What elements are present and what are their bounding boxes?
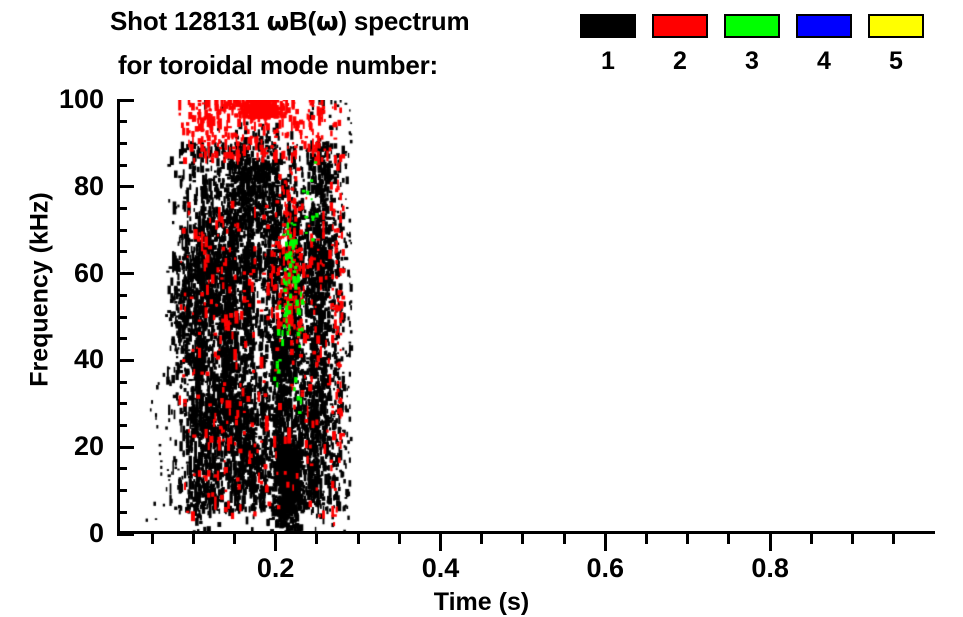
x-tick-minor xyxy=(232,534,236,544)
y-tick-minor xyxy=(117,228,127,232)
title-line1-mid: B( xyxy=(288,6,317,36)
legend-entry-5[interactable]: 5 xyxy=(868,14,926,75)
x-axis-title: Time (s) xyxy=(433,588,530,616)
y-tick-major xyxy=(117,532,134,536)
x-tick-minor xyxy=(686,534,690,544)
y-tick-minor xyxy=(117,510,127,514)
legend-swatch-4 xyxy=(796,14,852,38)
y-tick-major xyxy=(117,358,134,362)
y-tick-minor xyxy=(117,337,127,341)
y-tick-label: 20 xyxy=(73,431,104,462)
title-line1-suffix: ) spectrum xyxy=(338,6,470,36)
legend-label-3: 3 xyxy=(745,47,759,75)
y-tick-minor xyxy=(117,163,127,167)
y-tick-minor xyxy=(117,293,127,297)
page-title: Shot 128131 ωB(ω) spectrum xyxy=(110,6,470,37)
x-tick-minor xyxy=(356,534,360,544)
x-tick-minor xyxy=(480,534,484,544)
page-subtitle: for toroidal mode number: xyxy=(118,50,439,80)
legend-swatch-2 xyxy=(652,14,708,38)
y-tick-minor xyxy=(117,467,127,471)
x-tick-major xyxy=(603,534,607,551)
y-tick-minor xyxy=(117,207,127,210)
x-tick-minor xyxy=(315,534,319,544)
x-tick-minor xyxy=(150,534,154,544)
y-tick-minor xyxy=(117,141,127,145)
y-tick-label: 40 xyxy=(73,344,104,375)
y-tick-label-wrap: 60 xyxy=(0,257,104,288)
legend-label-2: 2 xyxy=(673,47,687,75)
legend-label-1: 1 xyxy=(601,47,615,75)
y-tick-label-wrap: 20 xyxy=(0,433,104,460)
spectrogram-scatter-canvas xyxy=(120,100,935,531)
x-tick-minor xyxy=(562,534,566,544)
legend-entry-3[interactable]: 3 xyxy=(724,14,782,75)
legend: 1 2 3 4 5 xyxy=(580,0,936,92)
y-tick-label: 80 xyxy=(73,170,104,201)
y-tick-minor xyxy=(117,402,127,406)
x-tick-minor xyxy=(851,534,855,544)
y-tick-label-wrap: 100 xyxy=(0,86,104,113)
plot-area xyxy=(117,100,935,534)
legend-label-5: 5 xyxy=(889,47,903,75)
y-tick-label-wrap: 40 xyxy=(0,346,104,373)
y-tick-minor xyxy=(117,120,127,124)
x-tick-minor xyxy=(809,534,813,544)
x-tick-label: 0.8 xyxy=(751,553,789,583)
y-tick-label: 60 xyxy=(73,257,104,288)
y-tick-major xyxy=(117,98,134,102)
legend-entry-1[interactable]: 1 xyxy=(580,14,638,75)
y-tick-major xyxy=(117,272,134,276)
x-tick-minor xyxy=(727,534,731,544)
x-tick-major xyxy=(274,534,278,551)
x-tick-major xyxy=(768,534,772,551)
legend-swatch-1 xyxy=(580,14,636,38)
legend-swatch-3 xyxy=(724,14,780,38)
omega-symbol-1: ω xyxy=(266,7,290,37)
y-axis-title: Frequency (kHz) xyxy=(25,192,54,387)
y-tick-label-wrap: 80 xyxy=(0,170,104,201)
legend-entry-2[interactable]: 2 xyxy=(652,14,710,75)
y-tick-minor xyxy=(117,424,127,427)
legend-entry-4[interactable]: 4 xyxy=(796,14,854,75)
y-tick-major xyxy=(117,445,134,449)
title-line1-prefix: Shot 128131 xyxy=(110,6,267,36)
legend-swatch-5 xyxy=(868,14,924,38)
y-tick-minor xyxy=(117,315,127,319)
x-tick-minor xyxy=(645,534,649,544)
x-tick-minor xyxy=(521,534,525,544)
x-tick-minor xyxy=(892,534,896,544)
y-tick-minor xyxy=(117,380,127,384)
y-tick-label: 0 xyxy=(88,518,104,548)
y-tick-label-wrap: 0 xyxy=(0,520,104,547)
legend-label-4: 4 xyxy=(817,47,831,75)
x-tick-label: 0.6 xyxy=(586,553,625,583)
x-tick-major xyxy=(438,534,442,551)
y-tick-minor xyxy=(117,489,127,493)
y-tick-major xyxy=(117,185,134,189)
omega-symbol-2: ω xyxy=(316,7,339,37)
x-tick-label: 0.2 xyxy=(256,553,295,583)
x-tick-minor xyxy=(397,534,401,544)
y-tick-label: 100 xyxy=(58,84,104,114)
x-tick-minor xyxy=(191,534,195,544)
x-tick-label: 0.4 xyxy=(421,553,460,583)
y-tick-minor xyxy=(117,250,127,254)
